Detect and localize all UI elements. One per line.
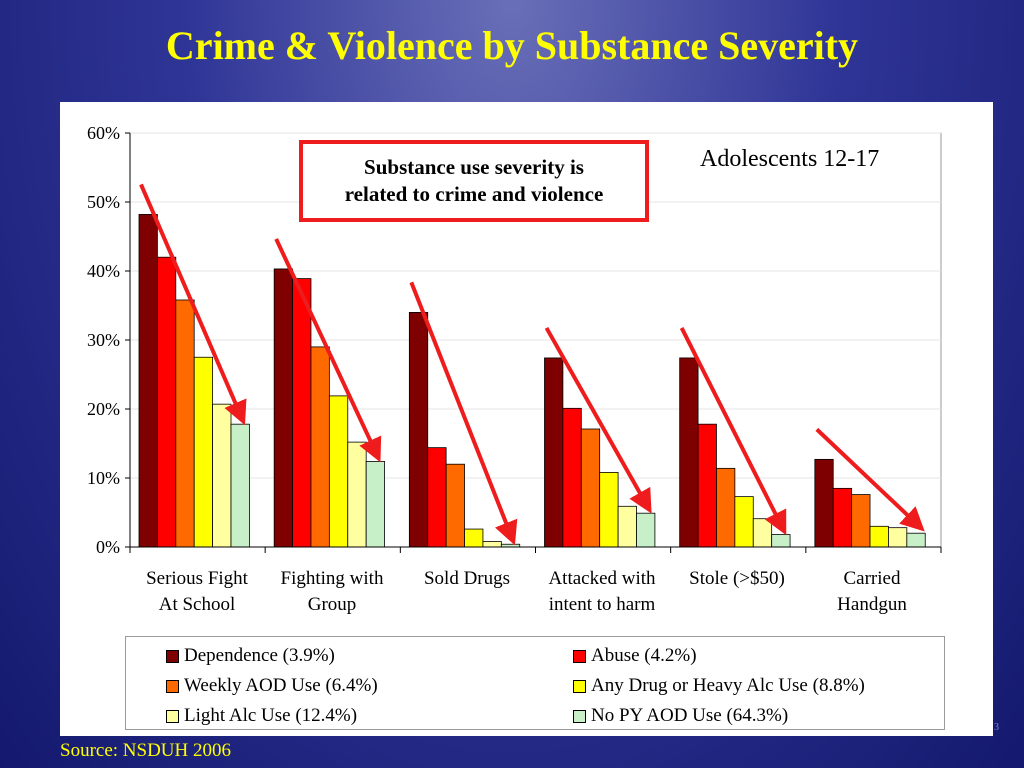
legend-swatch: [573, 650, 586, 663]
bar: [544, 357, 564, 548]
callout-line-2: related to crime and violence: [344, 182, 604, 206]
y-tick-label: 50%: [87, 192, 120, 212]
bar: [175, 299, 195, 548]
y-tick-label: 60%: [87, 123, 120, 143]
bar: [888, 527, 908, 548]
bar: [427, 447, 447, 548]
category-label-line: Carried: [843, 568, 901, 589]
y-tick-label: 10%: [87, 468, 120, 488]
category-label-line: Stole (>$50): [689, 568, 785, 589]
bar: [697, 423, 717, 548]
bar: [562, 407, 582, 548]
slide-title: Crime & Violence by Substance Severity: [165, 23, 859, 68]
bar: [617, 505, 637, 548]
category-label-line: Fighting with: [280, 568, 384, 589]
bar: [679, 357, 699, 548]
bar: [273, 268, 293, 548]
bar: [832, 487, 853, 548]
legend-swatch: [166, 650, 179, 663]
legend-swatch: [573, 680, 586, 693]
chart-legend: Dependence (3.9%) Abuse (4.2%) Weekly AO…: [125, 636, 945, 730]
bar: [365, 461, 385, 548]
bar-chart: 0% 10% 20% 30% 40% 50% 60%: [87, 123, 942, 557]
legend-label: Light Alc Use (12.4%): [184, 705, 358, 726]
legend-label: Dependence (3.9%): [184, 645, 335, 666]
bar: [814, 458, 834, 548]
legend-label: No PY AOD Use (64.3%): [591, 705, 789, 726]
bar: [212, 403, 232, 548]
category-label-attacked: Attacked with intent to harm: [534, 566, 670, 618]
callout-box: Substance use severity is related to cri…: [299, 140, 649, 222]
category-label-stole: Stole (>$50): [669, 566, 805, 592]
y-tick-label: 20%: [87, 399, 120, 419]
callout-line-1: Substance use severity is: [364, 155, 584, 179]
bar: [445, 463, 465, 548]
category-label-handgun: Carried Handgun: [804, 566, 940, 618]
bar: [408, 311, 429, 548]
category-label-line: Attacked with: [548, 568, 656, 589]
bar: [851, 494, 871, 548]
bar: [138, 214, 158, 548]
category-label-fighting-group: Fighting with Group: [264, 566, 400, 618]
legend-label: Abuse (4.2%): [591, 645, 697, 666]
y-tick-label: 0%: [96, 537, 120, 557]
category-label-line: intent to harm: [548, 594, 656, 615]
bar: [482, 541, 502, 548]
source-note: Source: NSDUH 2006: [60, 740, 231, 761]
bar: [580, 428, 601, 548]
category-label-line: Serious Fight: [146, 568, 248, 589]
bar: [716, 467, 736, 548]
bar: [771, 534, 791, 548]
category-label-serious-fight: Serious Fight At School: [129, 566, 265, 618]
category-label-line: Sold Drugs: [423, 568, 511, 589]
bar: [347, 441, 367, 548]
legend-swatch: [166, 680, 179, 693]
legend-swatch: [573, 710, 586, 723]
trend-arrow: [679, 327, 787, 536]
legend-swatch: [166, 710, 179, 723]
chart-subgroup-label: Adolescents 12-17: [700, 146, 880, 172]
trend-arrow: [815, 427, 925, 532]
bar: [869, 525, 889, 548]
bar: [230, 423, 250, 548]
bar: [734, 496, 754, 548]
category-label-sold-drugs: Sold Drugs: [399, 566, 535, 592]
bar: [310, 346, 330, 548]
trend-arrow: [409, 281, 518, 546]
bar: [328, 395, 349, 548]
y-tick-label: 40%: [87, 261, 120, 281]
y-tick-label: 30%: [87, 330, 120, 350]
category-label-line: Group: [307, 594, 357, 615]
bar: [292, 278, 312, 548]
bar: [464, 528, 484, 548]
bar: [636, 512, 656, 548]
legend-label: Weekly AOD Use (6.4%): [184, 675, 378, 696]
bar: [752, 518, 773, 548]
trend-arrow: [544, 326, 652, 514]
category-label-line: At School: [158, 594, 236, 615]
bar: [906, 532, 926, 548]
category-label-line: Handgun: [837, 594, 907, 615]
bar: [599, 472, 619, 548]
trend-arrow: [274, 238, 382, 463]
trend-arrow: [139, 183, 247, 426]
bar: [157, 256, 177, 548]
slide-number: 3: [994, 722, 999, 733]
chart-panel: 0% 10% 20% 30% 40% 50% 60% Substance use sever…: [60, 102, 993, 736]
bar: [193, 356, 213, 548]
legend-label: Any Drug or Heavy Alc Use (8.8%): [591, 675, 865, 696]
